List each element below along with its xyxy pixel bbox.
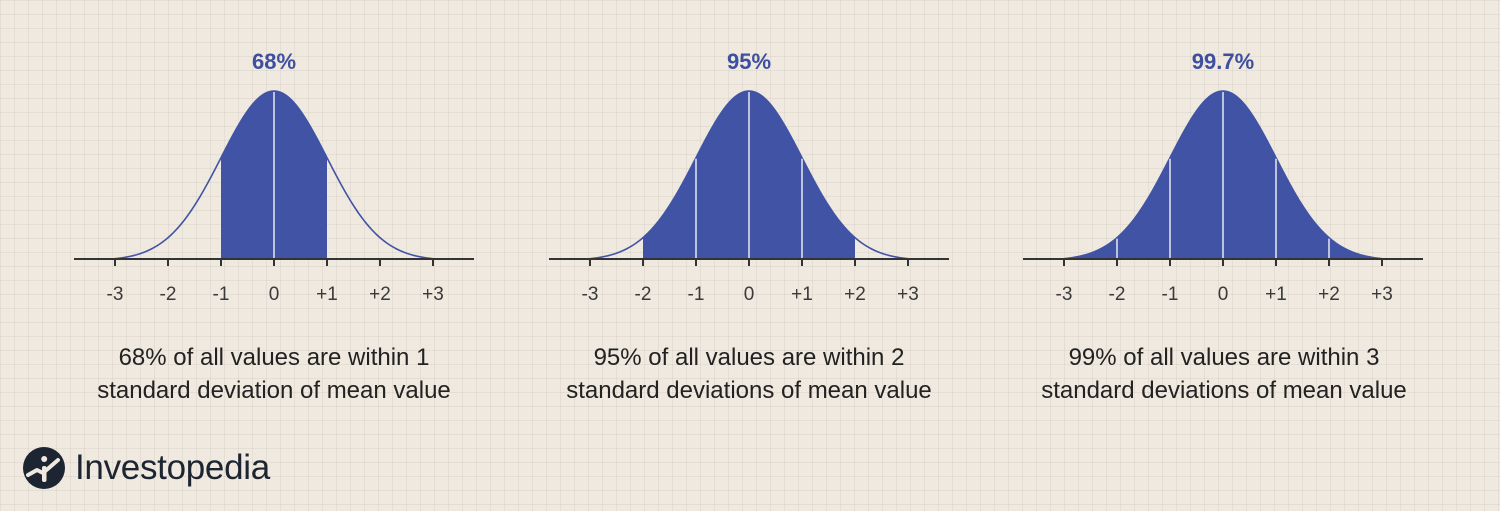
investopedia-logo-icon — [23, 447, 65, 489]
tick-label-chart-1: -3 — [107, 284, 124, 305]
percent-label-chart-2: 95% — [727, 49, 771, 74]
tick-label-chart-3: -3 — [1056, 284, 1073, 305]
logo-text: Investopedia — [75, 448, 270, 487]
caption-3-line-2: standard deviations of mean value — [1041, 377, 1407, 404]
tick-label-chart-2: 0 — [744, 284, 755, 305]
caption-chart-3: 99% of all values are within 3 standard … — [984, 341, 1464, 407]
caption-2-line-2: standard deviations of mean value — [566, 377, 932, 404]
tick-label-chart-1: +1 — [316, 284, 338, 305]
tick-label-chart-3: 0 — [1218, 284, 1229, 305]
caption-3-line-1: 99% of all values are within 3 — [1068, 344, 1380, 371]
tick-label-chart-3: +3 — [1371, 284, 1393, 305]
tick-label-chart-2: -3 — [582, 284, 599, 305]
tick-label-chart-3: +1 — [1265, 284, 1287, 305]
tick-label-chart-3: +2 — [1318, 284, 1340, 305]
tick-label-chart-2: -2 — [635, 284, 652, 305]
investopedia-logo: Investopedia — [22, 446, 270, 490]
bell-curve-chart-3 — [1061, 90, 1385, 260]
tick-label-chart-1: 0 — [269, 284, 280, 305]
tick-label-chart-3: -1 — [1162, 284, 1179, 305]
bell-curve-chart-2 — [587, 90, 911, 260]
caption-2-line-1: 95% of all values are within 2 — [593, 344, 905, 371]
caption-chart-2: 95% of all values are within 2 standard … — [509, 341, 989, 407]
percent-label-chart-3: 99.7% — [1192, 49, 1254, 74]
tick-label-chart-2: -1 — [688, 284, 705, 305]
bell-curve-chart-1 — [112, 90, 436, 260]
caption-1-line-1: 68% of all values are within 1 — [118, 344, 430, 371]
percent-label-chart-1: 68% — [252, 49, 296, 74]
tick-label-chart-2: +3 — [897, 284, 919, 305]
tick-label-chart-2: +1 — [791, 284, 813, 305]
tick-label-chart-1: +3 — [422, 284, 444, 305]
tick-label-chart-3: -2 — [1109, 284, 1126, 305]
caption-chart-1: 68% of all values are within 1 standard … — [34, 341, 514, 407]
tick-label-chart-1: +2 — [369, 284, 391, 305]
tick-label-chart-1: -2 — [160, 284, 177, 305]
caption-1-line-2: standard deviation of mean value — [97, 377, 451, 404]
tick-label-chart-2: +2 — [844, 284, 866, 305]
tick-label-chart-1: -1 — [213, 284, 230, 305]
